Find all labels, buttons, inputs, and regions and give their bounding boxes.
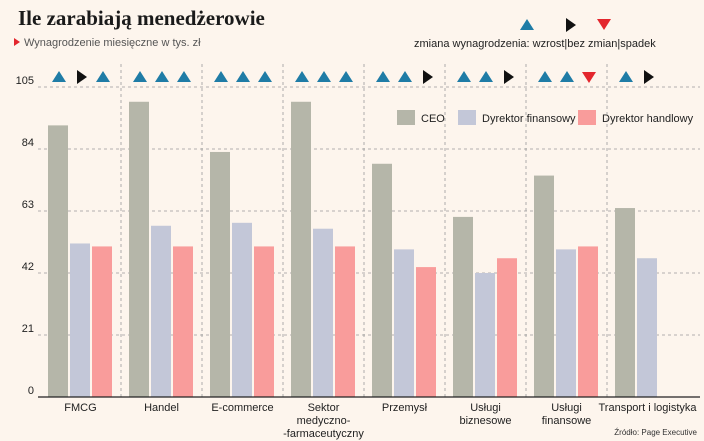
bar-cfo xyxy=(394,249,414,397)
change-up-icon xyxy=(295,71,309,82)
y-tick-label: 63 xyxy=(22,199,34,211)
bar-sales xyxy=(578,246,598,397)
x-tick-label: Sektor xyxy=(308,402,340,414)
x-tick-label: biznesowe xyxy=(460,415,512,427)
chart-title: Ile zarabiają menedżerowie xyxy=(18,6,265,30)
change-up-icon xyxy=(619,71,633,82)
change-down-icon xyxy=(582,72,596,83)
bar-cfo xyxy=(70,243,90,397)
source-note: Źródło: Page Executive xyxy=(614,428,697,437)
x-tick-label: Przemysł xyxy=(382,402,428,414)
change-none-icon xyxy=(644,70,654,84)
bar-ceo xyxy=(210,151,230,397)
change-up-icon xyxy=(538,71,552,82)
x-tick-label: Handel xyxy=(144,402,179,414)
legend-swatch-ceo xyxy=(397,110,415,125)
change-up-icon xyxy=(214,71,228,82)
bar-cfo xyxy=(556,249,576,397)
legend-up-icon xyxy=(520,19,534,30)
bar-ceo xyxy=(534,175,554,397)
change-up-icon xyxy=(236,71,250,82)
change-up-icon xyxy=(398,71,412,82)
bar-sales xyxy=(92,246,112,397)
bar-cfo xyxy=(151,225,171,397)
change-up-icon xyxy=(560,71,574,82)
legend-label-sales: Dyrektor handlowy xyxy=(602,113,694,125)
change-up-icon xyxy=(339,71,353,82)
y-tick-label: 21 xyxy=(22,323,34,335)
bar-cfo xyxy=(313,228,333,397)
legend-swatch-sales xyxy=(578,110,596,125)
legend-none-icon xyxy=(566,18,576,32)
chart-subtitle: Wynagrodzenie miesięczne w tys. zł xyxy=(14,37,201,49)
change-legend-label: zmiana wynagrodzenia: wzrost|bez zmian|s… xyxy=(414,38,656,50)
x-tick-label: Transport i logistyka xyxy=(598,402,697,414)
change-up-icon xyxy=(155,71,169,82)
y-tick-label: 105 xyxy=(16,75,34,87)
x-tick-label: FMCG xyxy=(64,402,96,414)
bar-ceo xyxy=(615,208,635,397)
bar-sales xyxy=(173,246,193,397)
bar-ceo xyxy=(48,125,68,397)
change-none-icon xyxy=(77,70,87,84)
x-tick-label: -farmaceutyczny xyxy=(283,428,364,440)
change-up-icon xyxy=(376,71,390,82)
bar-sales xyxy=(335,246,355,397)
x-tick-label: finansowe xyxy=(542,415,592,427)
y-tick-label: 0 xyxy=(28,385,34,397)
x-tick-label: E-commerce xyxy=(211,402,273,414)
legend-label-ceo: CEO xyxy=(421,113,445,125)
bar-cfo xyxy=(637,258,657,397)
change-up-icon xyxy=(479,71,493,82)
change-up-icon xyxy=(52,71,66,82)
bar-ceo xyxy=(453,216,473,397)
bar-ceo xyxy=(372,163,392,397)
bullet-triangle-icon xyxy=(14,38,20,46)
subtitle-text: Wynagrodzenie miesięczne w tys. zł xyxy=(24,37,201,49)
change-none-icon xyxy=(504,70,514,84)
legend-swatch-cfo xyxy=(458,110,476,125)
bar-sales xyxy=(254,246,274,397)
change-up-icon xyxy=(457,71,471,82)
bar-sales xyxy=(416,267,436,397)
bar-ceo xyxy=(291,101,311,397)
change-up-icon xyxy=(133,71,147,82)
legend-down-icon xyxy=(597,19,611,30)
legend-label-cfo: Dyrektor finansowy xyxy=(482,113,576,125)
bar-sales xyxy=(497,258,517,397)
y-tick-label: 84 xyxy=(22,137,34,149)
bar-cfo xyxy=(232,222,252,397)
change-up-icon xyxy=(317,71,331,82)
x-tick-label: medyczno- xyxy=(297,415,351,427)
x-tick-label: Usługi xyxy=(551,402,582,414)
bar-cfo xyxy=(475,273,495,397)
x-tick-label: Usługi xyxy=(470,402,501,414)
y-tick-label: 42 xyxy=(22,261,34,273)
change-up-icon xyxy=(258,71,272,82)
change-up-icon xyxy=(96,71,110,82)
change-up-icon xyxy=(177,71,191,82)
change-none-icon xyxy=(423,70,433,84)
bar-ceo xyxy=(129,101,149,397)
